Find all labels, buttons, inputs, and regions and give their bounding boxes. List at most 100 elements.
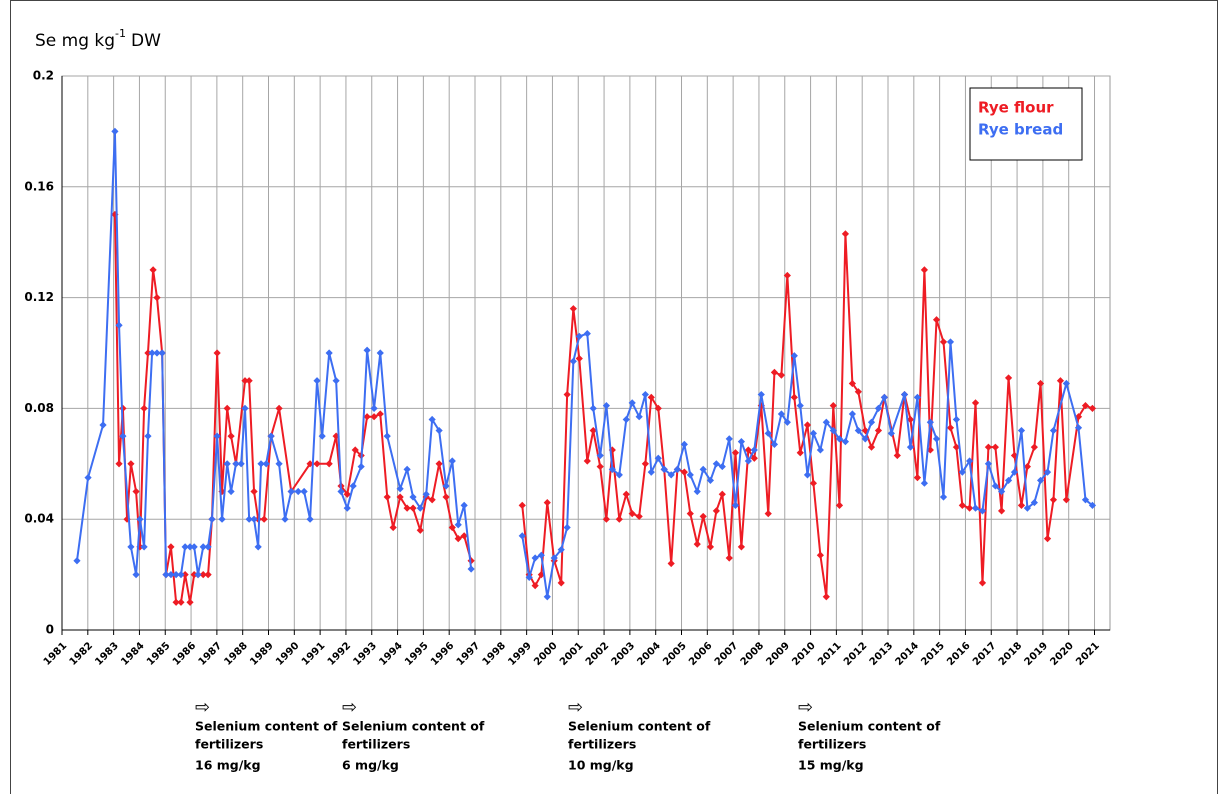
marker [313,377,321,385]
marker [699,465,707,473]
annotation-dose: 10 mg/kg [568,758,634,773]
marker [454,521,462,529]
marker [854,388,862,396]
marker [218,515,226,523]
marker [737,543,745,551]
marker [318,432,326,440]
marker [99,421,107,429]
annotation-text: Selenium content of [342,719,485,734]
marker [1043,468,1052,476]
marker [537,551,545,559]
marker [190,543,198,551]
marker [208,515,216,523]
marker [583,330,591,338]
annotation-arrow: ⇨ [342,697,357,718]
marker [84,474,92,482]
marker [403,504,411,512]
marker [254,543,262,551]
marker [300,487,308,496]
marker [615,515,623,523]
annotation-text: Selenium content of [568,719,711,734]
marker [1062,379,1070,388]
marker [428,496,436,504]
marker [186,543,194,551]
annotation-arrow: ⇨ [195,697,210,718]
marker [796,402,804,410]
y-tick-label: 0.04 [24,512,54,526]
marker [1017,501,1026,509]
marker [796,449,804,457]
marker [958,501,966,509]
marker [680,468,688,476]
marker [913,474,922,482]
marker [127,543,135,551]
legend-label: Rye flour [978,99,1054,117]
marker [213,432,221,440]
marker [622,490,630,498]
marker [880,393,888,401]
marker [306,515,314,523]
marker [525,573,533,581]
marker [932,435,941,443]
y-label-text: Se mg kg [35,31,115,51]
marker [602,402,610,410]
marker [267,432,275,440]
marker [518,501,526,509]
marker [757,390,765,399]
marker [1049,496,1058,504]
annotation-text: Selenium content of [798,719,941,734]
marker [454,534,462,543]
marker [750,454,758,462]
marker [583,457,591,465]
marker [1049,426,1058,435]
marker [416,504,424,512]
marker [1023,462,1031,471]
marker [389,523,397,532]
marker [557,546,565,554]
marker [396,485,404,493]
marker [803,421,812,429]
marker [543,498,551,507]
marker [448,457,456,465]
marker [306,460,314,468]
marker [396,493,404,501]
marker [978,579,987,587]
marker [731,501,740,509]
marker [1004,476,1013,485]
marker [706,476,715,485]
y-tick-label: 0.16 [24,179,54,193]
marker [641,460,649,468]
marker [363,346,371,354]
marker [686,471,694,479]
marker [531,582,539,590]
marker [370,404,378,412]
marker [1043,534,1052,543]
marker [841,438,850,446]
marker [409,504,417,512]
marker [589,426,597,435]
marker [325,349,333,357]
marker [181,571,189,579]
marker [111,127,119,135]
marker [115,460,123,468]
marker [153,294,161,302]
marker [861,435,869,443]
marker [294,487,302,496]
marker [1081,402,1090,410]
marker [383,493,391,501]
marker [686,510,694,518]
legend-label: Rye bread [978,121,1063,139]
marker [667,471,675,479]
marker [1081,496,1090,504]
marker [531,554,539,562]
marker [172,598,180,606]
marker [971,399,980,407]
marker [654,404,662,412]
marker [926,446,934,454]
annotation-arrow: ⇨ [798,697,813,718]
marker [370,413,378,421]
y-tick-label: 0 [46,623,54,637]
marker [250,487,258,496]
marker [777,371,786,379]
